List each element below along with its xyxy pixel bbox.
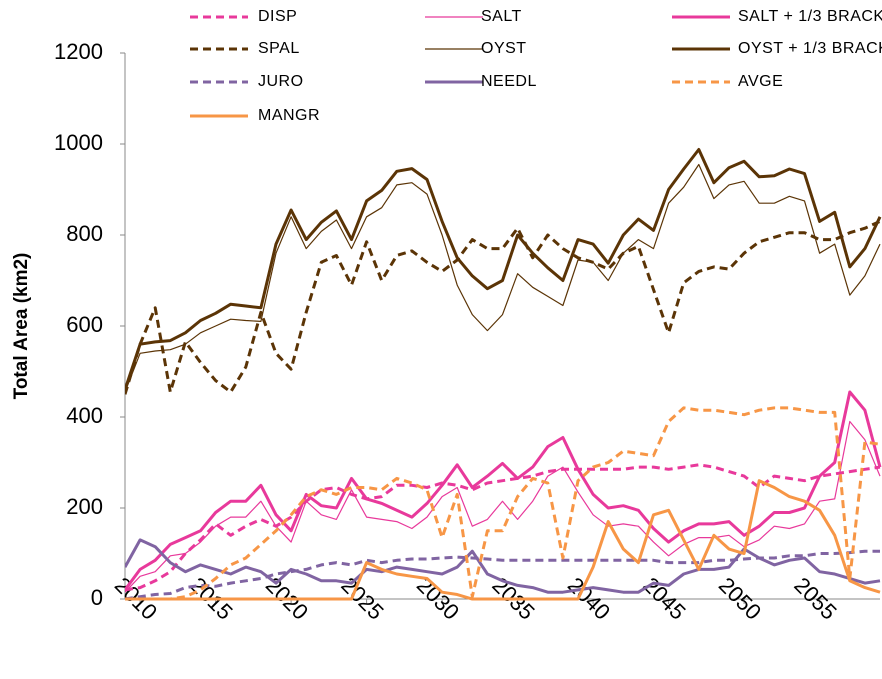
y-tick-label: 200 [66,494,103,519]
series-line [125,220,881,395]
legend-label: AVGE [738,73,783,90]
y-tick-label: 1000 [54,130,103,155]
series-line [125,390,882,591]
legend-label: SALT [481,8,522,25]
legend-label: NEEDL [481,73,537,90]
y-tick-label: 600 [66,312,103,337]
legend-label: DISP [258,8,297,25]
x-tick-label: 2055 [789,572,841,624]
legend-label: OYST [481,40,527,57]
legend-label: SALT + 1/3 BRACK [738,8,882,25]
x-tick-label: 2050 [714,572,766,624]
y-tick-label: 400 [66,403,103,428]
x-tick-label: 2030 [412,572,464,624]
series-line [125,163,881,393]
legend-label: OYST + 1/3 BRACK [738,40,882,57]
y-tick-label: 800 [66,221,103,246]
legend-label: SPAL [258,40,300,57]
series-line [125,406,881,601]
series-line [125,148,882,391]
series-line [125,420,881,593]
y-tick-label: 1200 [54,39,103,64]
y-tick-label: 0 [91,585,103,610]
series-line [125,538,881,594]
y-axis-label: Total Area (km2) [11,253,32,400]
x-tick-label: 2045 [638,572,690,624]
series-line [125,463,881,592]
series-line [125,549,880,601]
legend-label: JURO [258,73,304,90]
series-line [125,479,881,601]
legend-label: MANGR [258,107,320,124]
